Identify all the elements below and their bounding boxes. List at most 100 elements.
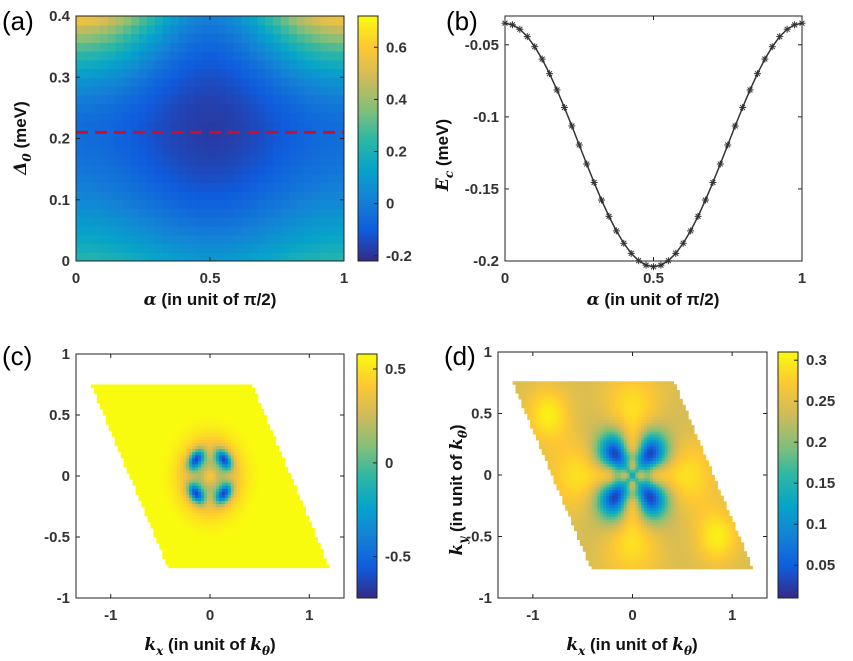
heatmap-cell-a <box>186 42 195 52</box>
heatmap-cell-c <box>221 549 226 553</box>
heatmap-cell-c <box>254 524 259 529</box>
heatmap-cell-c <box>260 497 265 501</box>
heatmap-cell-c <box>275 552 280 556</box>
heatmap-cell-d <box>536 401 540 406</box>
heatmap-cell-d <box>530 413 534 418</box>
heatmap-cell-a <box>139 42 148 52</box>
heatmap-cell-c <box>230 515 235 520</box>
heatmap-cell-c <box>251 512 256 517</box>
heatmap-cell-c <box>99 393 104 398</box>
heatmap-cell-a <box>146 243 156 253</box>
heatmap-cell-d <box>568 431 572 435</box>
heatmap-cell-c <box>159 497 163 501</box>
heatmap-cell-c <box>144 445 149 450</box>
heatmap-cell-a <box>76 147 85 157</box>
heatmap-cell-c <box>189 524 193 529</box>
heatmap-cell-d <box>568 510 572 514</box>
heatmap-cell-d <box>565 381 569 385</box>
heatmap-cell-d <box>565 460 569 464</box>
heatmap-cell-c <box>198 512 202 517</box>
heatmap-cell-c <box>212 399 217 404</box>
heatmap-cell-d <box>544 410 549 415</box>
heatmap-cell-c <box>159 402 163 407</box>
heatmap-cell-c <box>299 515 303 520</box>
heatmap-cell-c <box>132 421 137 425</box>
heatmap-cell-a <box>139 147 148 157</box>
heatmap-cell-a <box>131 199 140 210</box>
heatmap-cell-c <box>311 561 315 566</box>
marker-stroke <box>591 179 597 186</box>
heatmap-cell-c <box>239 497 244 501</box>
heatmap-cell-c <box>230 530 235 535</box>
heatmap-cell-c <box>168 564 172 569</box>
heatmap-cell-d <box>565 401 569 406</box>
heatmap-cell-c <box>123 448 128 453</box>
heatmap-cell-d <box>547 416 552 420</box>
heatmap-cell-c <box>251 436 256 440</box>
heatmap-cell-c <box>248 503 253 508</box>
heatmap-cell-c <box>210 463 214 468</box>
heatmap-cell-c <box>147 427 152 431</box>
heatmap-cell-c <box>117 405 122 410</box>
heatmap-cell-c <box>201 518 205 523</box>
heatmap-cell-c <box>287 512 291 517</box>
heatmap-cell-c <box>162 463 166 468</box>
heatmap-cell-c <box>212 543 217 547</box>
heatmap-cell-c <box>227 537 232 541</box>
heatmap-cell-c <box>314 555 318 559</box>
heatmap-cell-c <box>156 405 160 410</box>
heatmap-cell-d <box>559 413 563 418</box>
heatmap-cell-a <box>146 173 156 183</box>
heatmap-cell-a <box>91 156 101 166</box>
heatmap-cell-c <box>189 476 193 480</box>
heatmap-cell-d <box>521 384 525 388</box>
heatmap-cell-c <box>269 561 274 566</box>
heatmap-cell-c <box>218 466 223 471</box>
heatmap-cell-c <box>129 396 134 401</box>
y-tick-label-c: 1 <box>62 346 70 363</box>
heatmap-cell-c <box>129 384 134 389</box>
heatmap-cell-c <box>150 463 155 468</box>
heatmap-cell-c <box>180 500 184 505</box>
heatmap-cell-a <box>241 217 251 227</box>
heatmap-cell-d <box>556 413 561 418</box>
heatmap-cell-c <box>114 402 119 407</box>
heatmap-cell-d <box>568 416 572 420</box>
heatmap-cell-c <box>278 460 283 465</box>
heatmap-cell-c <box>186 491 190 495</box>
heatmap-cell-c <box>147 436 152 440</box>
heatmap-cell-a <box>123 208 132 218</box>
heatmap-cell-d <box>559 486 563 491</box>
heatmap-cell-c <box>153 430 157 434</box>
heatmap-cell-c <box>233 393 238 398</box>
heatmap-cell-a <box>154 138 164 148</box>
heatmap-cell-d <box>565 407 569 412</box>
heatmap-cell-c <box>215 482 220 486</box>
heatmap-cell-a <box>210 191 219 201</box>
heatmap-cell-c <box>227 488 232 492</box>
heatmap-cell-a <box>217 217 227 227</box>
heatmap-cell-c <box>210 555 214 559</box>
heatmap-cell-c <box>284 515 289 520</box>
heatmap-cell-c <box>245 546 250 550</box>
heatmap-cell-c <box>195 469 199 474</box>
heatmap-cell-d <box>547 413 552 418</box>
heatmap-cell-c <box>180 476 184 480</box>
heatmap-cell-c <box>207 402 211 407</box>
heatmap-cell-c <box>239 537 244 541</box>
heatmap-cell-c <box>266 540 271 544</box>
heatmap-cell-a <box>312 234 321 245</box>
heatmap-cell-c <box>138 436 143 440</box>
heatmap-cell-a <box>146 59 156 70</box>
heatmap-cell-a <box>154 234 164 245</box>
heatmap-cell-a <box>146 191 156 201</box>
heatmap-cell-c <box>278 454 283 459</box>
heatmap-cell-a <box>312 77 321 87</box>
heatmap-cell-c <box>165 439 169 444</box>
heatmap-cell-a <box>312 68 321 78</box>
heatmap-cell-c <box>210 533 214 538</box>
heatmap-cell-c <box>150 436 155 440</box>
heatmap-cell-c <box>204 393 208 398</box>
heatmap-cell-c <box>153 396 157 401</box>
heatmap-cell-c <box>251 518 256 523</box>
